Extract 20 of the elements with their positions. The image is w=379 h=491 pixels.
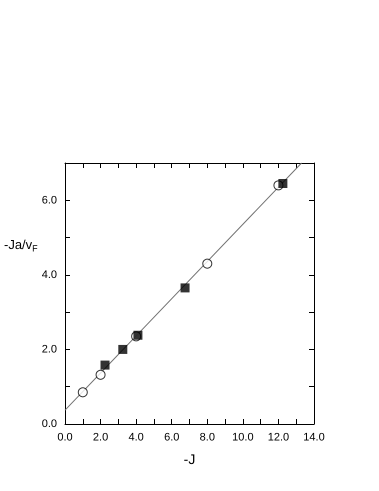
- y-tick-label: 0.0: [42, 418, 57, 430]
- point: [118, 344, 128, 354]
- x-tick-label: 6.0: [164, 432, 180, 444]
- x-tick-label: 14.0: [303, 432, 325, 444]
- point: [96, 370, 106, 380]
- x-tick-label: 12.0: [268, 432, 290, 444]
- y-tick-label: 6.0: [42, 194, 57, 206]
- point: [278, 179, 288, 188]
- x-tick-label: 8.0: [200, 432, 215, 444]
- y-tick-label: 2.0: [42, 343, 57, 356]
- x-tick-label: 10.0: [232, 432, 254, 444]
- x-tick-label: 4.0: [128, 432, 144, 444]
- y-tick-label: 4.0: [42, 268, 57, 281]
- x-tick-label: 2.0: [92, 432, 108, 444]
- point: [78, 387, 88, 398]
- point: [180, 283, 190, 292]
- point: [100, 360, 110, 370]
- x-axis-title: -J: [184, 451, 196, 467]
- x-tick-label: 0.0: [57, 432, 73, 444]
- point: [202, 258, 212, 269]
